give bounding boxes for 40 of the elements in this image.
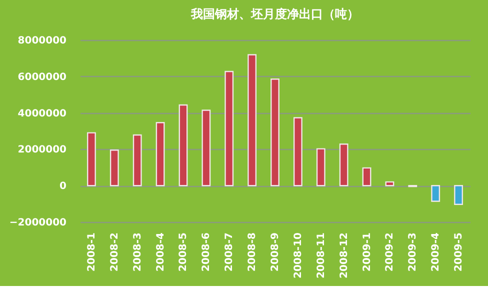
bar bbox=[270, 78, 280, 186]
chart-title: 我国钢材、坯月度净出口（吨） bbox=[190, 7, 359, 21]
bar bbox=[202, 110, 211, 186]
y-tick-label: −2000000 bbox=[9, 218, 67, 228]
y-tick-label: 6000000 bbox=[18, 72, 67, 83]
bar bbox=[110, 150, 119, 186]
y-tick-label: 0 bbox=[60, 181, 67, 192]
x-tick-label: 2008-4 bbox=[155, 232, 166, 272]
x-tick-label: 2008-8 bbox=[247, 232, 258, 272]
bar bbox=[293, 117, 302, 186]
bar bbox=[385, 181, 394, 186]
x-tick-label: 2008-9 bbox=[270, 232, 281, 272]
x-tick-label: 2008-7 bbox=[224, 232, 236, 272]
x-tick-label: 2009-2 bbox=[384, 232, 396, 272]
x-tick-label: 2008-10 bbox=[292, 232, 304, 278]
x-tick-label: 2009-5 bbox=[454, 232, 465, 272]
bar bbox=[156, 122, 165, 186]
bar bbox=[224, 70, 234, 186]
bar bbox=[132, 134, 142, 186]
x-tick-label: 2008-2 bbox=[109, 232, 120, 272]
y-tick-label: 2000000 bbox=[18, 144, 67, 156]
y-tick-label: 4000000 bbox=[18, 108, 67, 120]
bar bbox=[316, 148, 326, 186]
bar bbox=[87, 132, 96, 186]
y-tick-label: 8000000 bbox=[18, 36, 67, 46]
x-tick-label: 2008-5 bbox=[178, 232, 190, 272]
bar bbox=[362, 167, 372, 186]
x-tick-label: 2009-4 bbox=[430, 232, 442, 272]
x-tick-label: 2008-12 bbox=[338, 232, 350, 278]
x-tick-label: 2009-1 bbox=[362, 232, 373, 272]
bar bbox=[431, 185, 440, 202]
bar bbox=[178, 104, 188, 186]
bar bbox=[339, 144, 348, 186]
x-tick-label: 2008-6 bbox=[201, 232, 212, 272]
x-tick-label: 2008-3 bbox=[132, 232, 144, 272]
bar bbox=[248, 54, 257, 186]
x-tick-label: 2009-3 bbox=[408, 232, 419, 272]
x-tick-label: 2008-1 bbox=[86, 232, 98, 272]
bar bbox=[454, 185, 463, 205]
x-tick-label: 2008-11 bbox=[316, 232, 327, 278]
